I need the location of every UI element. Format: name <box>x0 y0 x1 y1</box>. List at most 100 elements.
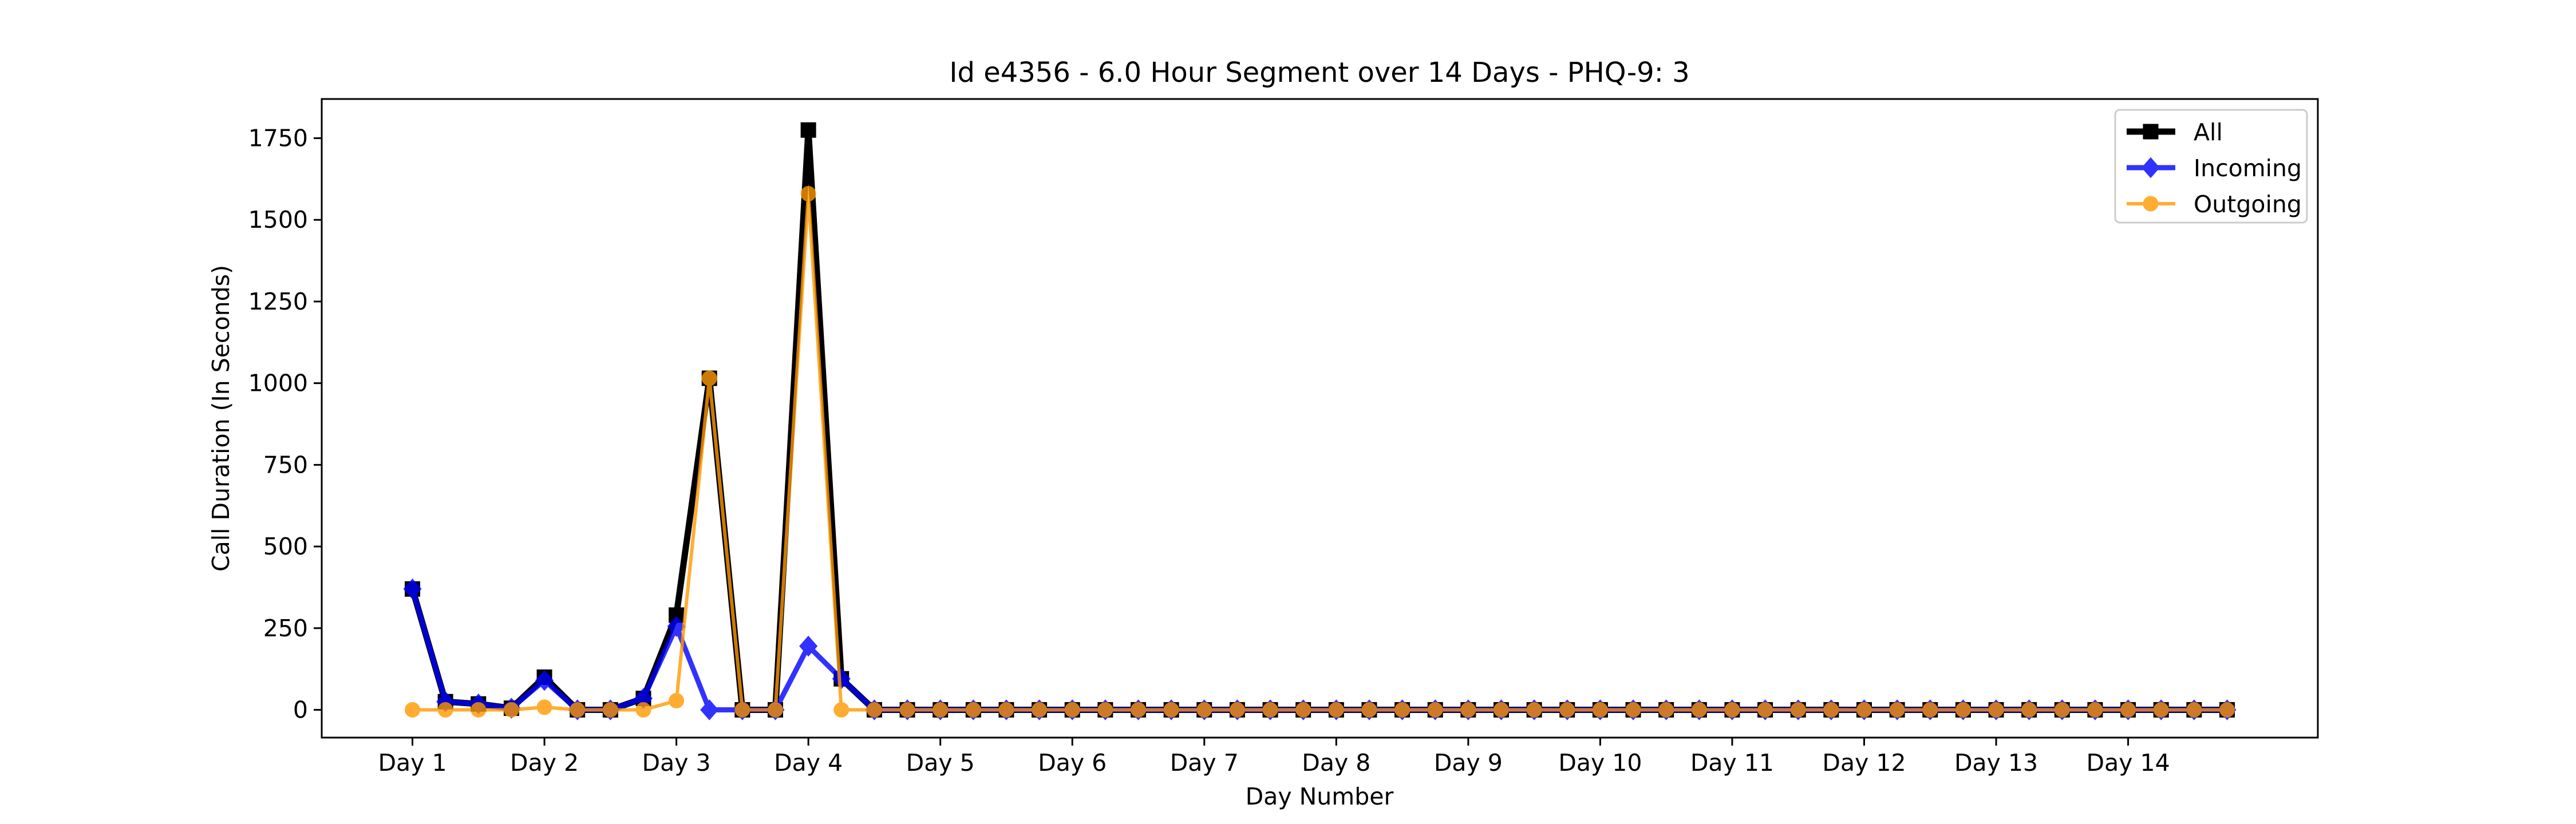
x-tick-label: Day 7 <box>1170 749 1239 777</box>
legend-label: All <box>2194 118 2223 146</box>
data-point <box>503 702 519 718</box>
y-axis: 0 250 500 750 1000 1250 1500 1750 <box>248 125 322 723</box>
x-tick-label: Day 2 <box>510 749 579 777</box>
y-tick-label: 1750 <box>248 125 308 152</box>
data-point <box>1889 702 1905 718</box>
x-tick-label: Day 5 <box>906 749 975 777</box>
data-point <box>1097 702 1113 718</box>
data-point <box>437 702 453 718</box>
legend-label: Incoming <box>2194 154 2302 182</box>
x-tick-label: Day 14 <box>2087 749 2170 777</box>
data-point <box>2219 702 2235 718</box>
data-point <box>1196 702 1212 718</box>
data-point <box>1988 702 2004 718</box>
data-point <box>734 702 750 718</box>
x-tick-label: Day 12 <box>1822 749 1906 777</box>
legend-marker <box>2141 157 2160 179</box>
data-point <box>1328 702 1344 718</box>
data-point <box>1361 702 1377 718</box>
chart-title: Id e4356 - 6.0 Hour Segment over 14 Days… <box>949 57 1689 89</box>
data-point <box>1823 702 1839 718</box>
x-tick-label: Day 8 <box>1302 749 1370 777</box>
data-point <box>1790 702 1806 718</box>
legend-box <box>2114 109 2308 224</box>
data-point <box>2054 702 2070 718</box>
x-tick-label: Day 11 <box>1690 749 1774 777</box>
data-point <box>1229 702 1245 718</box>
data-point <box>899 702 915 718</box>
legend-label: Outgoing <box>2194 191 2302 218</box>
data-point <box>998 702 1014 718</box>
x-tick-label: Day 3 <box>642 749 711 777</box>
data-point <box>405 702 420 718</box>
data-point <box>536 699 552 715</box>
legend-entry <box>2127 157 2175 179</box>
data-point <box>1394 702 1411 718</box>
data-point <box>602 702 618 718</box>
data-point <box>570 702 586 718</box>
y-tick-label: 1500 <box>248 206 308 233</box>
legend-marker <box>2143 196 2159 212</box>
data-point <box>1460 702 1476 718</box>
data-point <box>1295 702 1311 718</box>
plot-area <box>403 122 2237 720</box>
data-point <box>700 699 719 720</box>
data-point <box>1494 702 1509 718</box>
plot-frame <box>321 98 2319 739</box>
data-point <box>1559 702 1575 718</box>
y-tick-label: 1250 <box>248 288 308 315</box>
x-axis: Day 1 Day 2 Day 3 Day 4 Day 5 Day 6 Day 7 Day 8… <box>378 738 2170 777</box>
y-axis-label: Call Duration (In Seconds) <box>207 265 235 572</box>
data-point <box>1526 702 1542 718</box>
x-tick-label: Day 6 <box>1038 749 1107 777</box>
data-point <box>2186 702 2202 718</box>
y-tick-label: 750 <box>263 451 308 478</box>
data-point <box>1592 702 1608 718</box>
x-tick-label: Day 10 <box>1558 749 1642 777</box>
legend-entry <box>2127 196 2175 212</box>
data-point <box>800 122 816 138</box>
data-point <box>1064 702 1080 718</box>
data-point <box>667 616 686 637</box>
data-point <box>965 702 981 718</box>
x-tick-label: Day 1 <box>378 749 447 777</box>
data-point <box>1724 702 1740 718</box>
data-point <box>1691 702 1707 718</box>
x-tick-label: Day 13 <box>1954 749 2038 777</box>
legend-marker <box>2143 124 2159 140</box>
data-point <box>701 370 717 386</box>
data-point <box>1922 702 1938 718</box>
data-point <box>768 702 783 718</box>
data-point <box>535 670 554 691</box>
y-tick-label: 250 <box>263 615 308 642</box>
y-tick-label: 0 <box>293 696 308 723</box>
data-point <box>2021 702 2037 718</box>
data-point <box>799 635 818 657</box>
data-point <box>833 702 850 718</box>
data-point <box>471 702 487 718</box>
data-point <box>1427 702 1443 718</box>
data-point <box>1757 702 1773 718</box>
x-axis-label: Day Number <box>1246 783 1394 810</box>
data-point <box>2153 702 2169 718</box>
data-point <box>1032 702 1048 718</box>
legend-entry <box>2127 124 2175 140</box>
y-tick-label: 500 <box>263 533 308 560</box>
data-point <box>1856 702 1872 718</box>
x-tick-label: Day 9 <box>1434 749 1503 777</box>
series-outgoing <box>405 186 2235 718</box>
y-tick-label: 1000 <box>248 370 308 397</box>
data-point <box>2120 702 2136 718</box>
data-point <box>1262 702 1278 718</box>
series-line <box>412 192 2227 712</box>
data-point <box>1163 702 1179 718</box>
data-point <box>1131 702 1146 718</box>
data-point <box>635 702 651 718</box>
legend: All Incoming Outgoing <box>2114 109 2308 224</box>
data-point <box>2087 702 2103 718</box>
data-point <box>1658 702 1674 718</box>
x-tick-label: Day 4 <box>774 749 843 777</box>
data-point <box>1625 702 1641 718</box>
data-point <box>866 702 882 718</box>
